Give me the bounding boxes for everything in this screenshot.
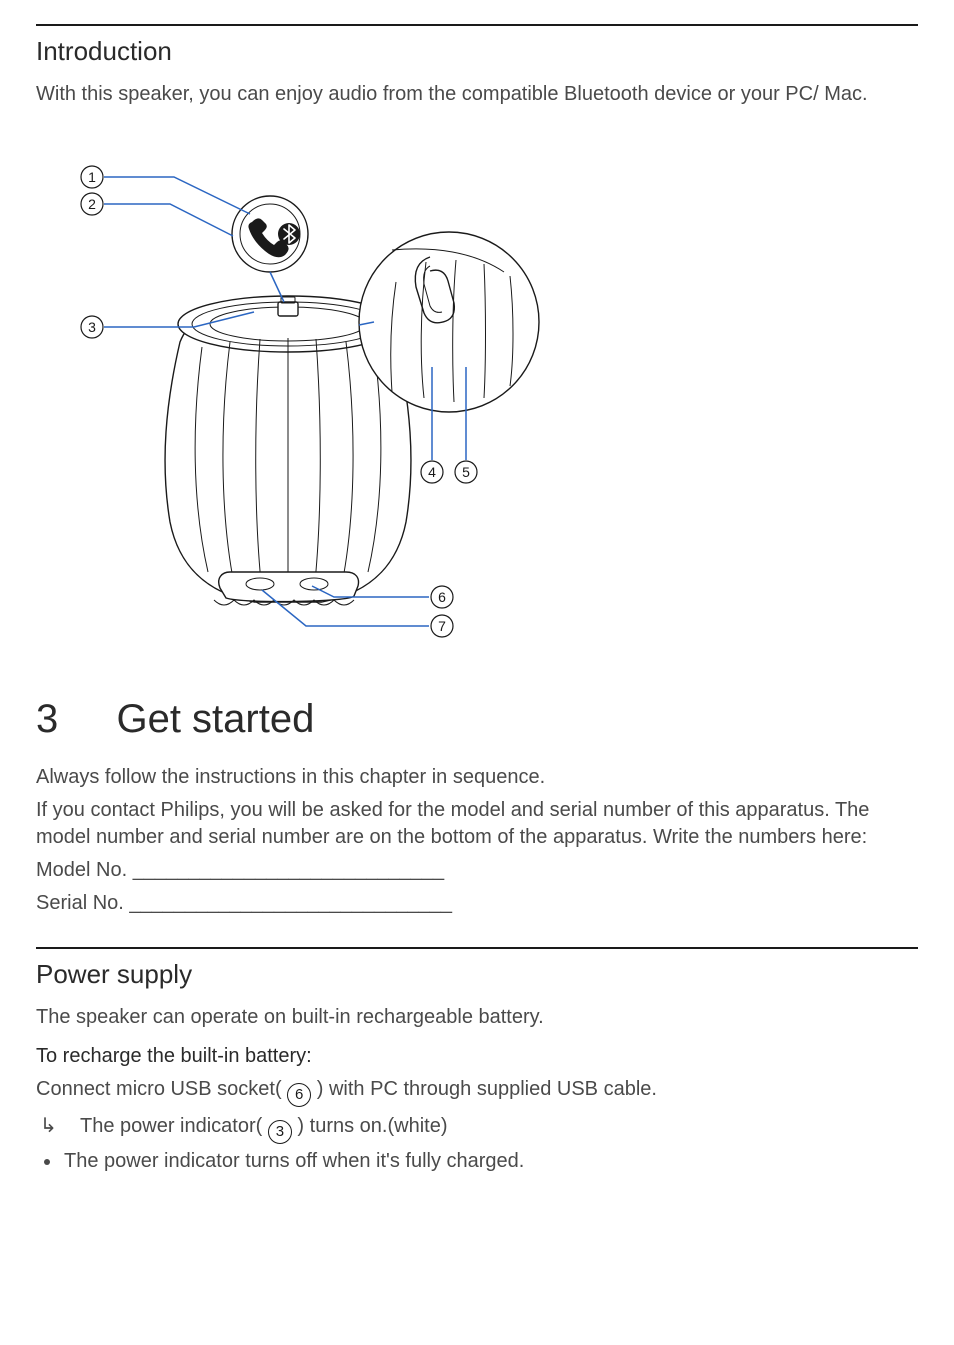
result-line: ↳The power indicator( 3 ) turns on.(whit… <box>36 1113 918 1144</box>
detail-inset-icon <box>359 232 539 412</box>
callout-2: 2 <box>81 193 103 215</box>
svg-text:2: 2 <box>88 196 96 212</box>
result-arrow-icon: ↳ <box>40 1113 80 1140</box>
horizontal-rule-2 <box>36 947 918 949</box>
ref-circle-6: 6 <box>287 1083 311 1107</box>
intro-heading: Introduction <box>36 36 918 67</box>
callout-7: 7 <box>431 615 453 637</box>
product-diagram: 1 2 3 4 5 6 7 <box>74 142 918 667</box>
intro-body: With this speaker, you can enjoy audio f… <box>36 81 918 108</box>
result-text-a: The power indicator( <box>80 1115 268 1137</box>
result-text-b: ) turns on.(white) <box>292 1115 448 1137</box>
power-bullet-1: The power indicator turns off when it's … <box>62 1150 918 1173</box>
callout-6: 6 <box>431 586 453 608</box>
svg-text:4: 4 <box>428 464 436 480</box>
callout-3: 3 <box>81 316 103 338</box>
svg-text:3: 3 <box>88 319 96 335</box>
svg-text:6: 6 <box>438 589 446 605</box>
callout-4: 4 <box>421 461 443 483</box>
callout-1: 1 <box>81 166 103 188</box>
power-body: The speaker can operate on built-in rech… <box>36 1004 918 1031</box>
chapter-heading: 3 Get started <box>36 697 918 742</box>
chapter-number: 3 <box>36 697 112 742</box>
horizontal-rule <box>36 24 918 26</box>
power-bullets: The power indicator turns off when it's … <box>36 1150 918 1173</box>
power-heading: Power supply <box>36 959 918 990</box>
chapter-para-2: If you contact Philips, you will be aske… <box>36 797 918 851</box>
svg-text:5: 5 <box>462 464 470 480</box>
serial-no-line: Serial No. _____________________________ <box>36 890 918 917</box>
callout-5: 5 <box>455 461 477 483</box>
chapter-para-1: Always follow the instructions in this c… <box>36 764 918 791</box>
connect-text-a: Connect micro USB socket( <box>36 1078 287 1100</box>
connect-text-b: ) with PC through supplied USB cable. <box>311 1078 657 1100</box>
recharge-heading: To recharge the built-in battery: <box>36 1043 918 1070</box>
chapter-title: Get started <box>116 697 314 742</box>
svg-text:1: 1 <box>88 169 96 185</box>
svg-text:7: 7 <box>438 618 446 634</box>
ref-circle-3: 3 <box>268 1120 292 1144</box>
model-no-line: Model No. ____________________________ <box>36 857 918 884</box>
connect-line: Connect micro USB socket( 6 ) with PC th… <box>36 1076 918 1107</box>
button-detail-icon <box>232 196 308 272</box>
